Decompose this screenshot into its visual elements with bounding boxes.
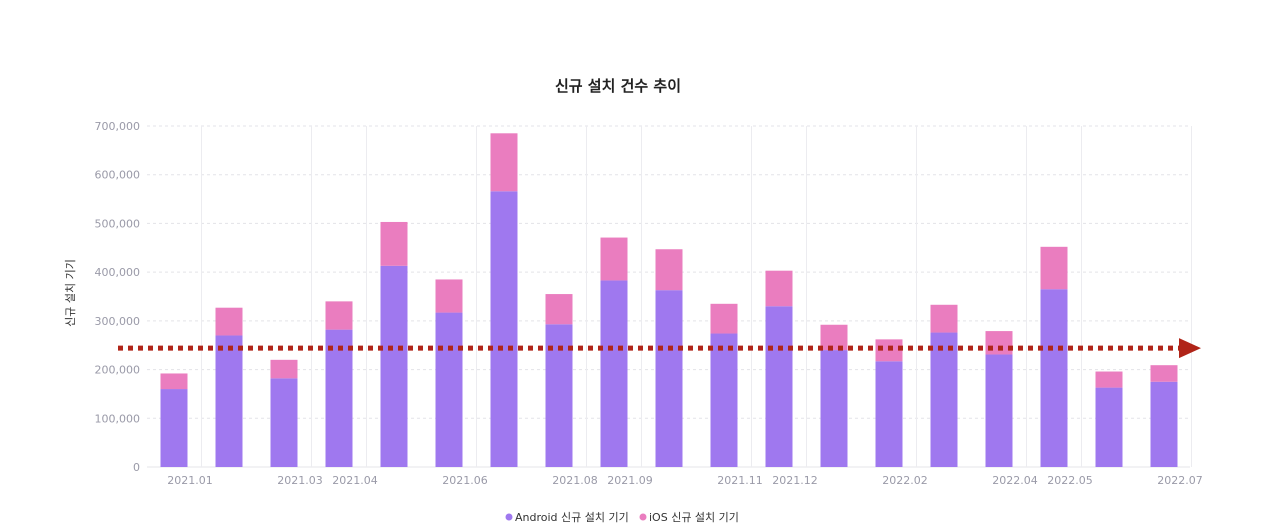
bar-android — [490, 191, 518, 467]
bar-android — [435, 312, 463, 467]
bar-ios — [270, 359, 298, 379]
trend-arrow — [118, 338, 1201, 359]
y-tick-label: 100,000 — [95, 412, 141, 425]
bar-ios — [160, 373, 188, 390]
bar-ios — [1040, 246, 1068, 290]
y-tick-label: 400,000 — [95, 266, 141, 279]
x-tick-label: 2022.04 — [992, 474, 1038, 487]
y-tick-label: 200,000 — [95, 364, 141, 377]
bar-android — [710, 333, 738, 467]
x-tick-label: 2021.09 — [607, 474, 653, 487]
bar-ios — [215, 307, 243, 336]
x-tick-label: 2021.04 — [332, 474, 378, 487]
bar-ios — [545, 294, 573, 325]
chart-title: 신규 설치 건수 추이 — [555, 77, 681, 95]
bar-ios — [435, 279, 463, 313]
bar-ios — [1150, 365, 1178, 382]
trend-arrow-head — [1179, 338, 1201, 359]
bar-android — [765, 306, 793, 467]
bar-android — [325, 329, 353, 467]
bar-android — [820, 350, 848, 467]
bar-ios — [655, 249, 683, 291]
bar-android — [215, 335, 243, 467]
y-tick-label: 700,000 — [95, 120, 141, 133]
bar-android — [875, 361, 903, 467]
bar-android — [1095, 387, 1123, 467]
y-tick-label: 500,000 — [95, 217, 141, 230]
x-tick-label: 2022.02 — [882, 474, 928, 487]
x-axis-ticks: 2021.01 2021.03 2021.04 2021.06 2021.08 2021.… — [167, 474, 1203, 487]
bar-android — [1040, 289, 1068, 467]
bar-ios — [1095, 371, 1123, 388]
x-tick-label: 2022.07 — [1157, 474, 1203, 487]
bar-android — [380, 265, 408, 467]
x-tick-label: 2021.01 — [167, 474, 213, 487]
bar-ios — [490, 133, 518, 192]
bar-ios — [325, 301, 353, 330]
bar-ios — [765, 270, 793, 307]
legend: Android 신규 설치 기기 iOS 신규 설치 기기 — [505, 511, 739, 523]
y-tick-label: 300,000 — [95, 315, 141, 328]
legend-label-android: Android 신규 설치 기기 — [515, 511, 629, 523]
x-tick-label: 2021.06 — [442, 474, 488, 487]
y-tick-label: 600,000 — [95, 169, 141, 182]
legend-label-ios: iOS 신규 설치 기기 — [649, 511, 739, 523]
y-tick-label: 0 — [133, 461, 140, 474]
y-axis-label: 신규 설치 기기 — [64, 259, 77, 327]
bar-ios — [985, 331, 1013, 355]
x-tick-label: 2021.03 — [277, 474, 323, 487]
bar-android — [1150, 381, 1178, 467]
bar-ios — [600, 237, 628, 281]
legend-marker-android — [505, 513, 513, 521]
x-tick-label: 2022.05 — [1047, 474, 1093, 487]
bar-android — [600, 280, 628, 467]
bar-android — [985, 354, 1013, 467]
bar-android — [160, 389, 188, 467]
bar-ios — [380, 221, 408, 266]
bar-ios — [820, 324, 848, 351]
legend-marker-ios — [639, 513, 647, 521]
bar-android — [930, 332, 958, 467]
x-tick-label: 2021.11 — [717, 474, 763, 487]
x-tick-label: 2021.12 — [772, 474, 818, 487]
bar-android — [655, 290, 683, 467]
bars — [160, 133, 1178, 467]
bar-android — [270, 378, 298, 467]
y-axis-ticks: 0 100,000 200,000 300,000 400,000 500,000 600,… — [95, 120, 141, 474]
bar-ios — [930, 304, 958, 333]
x-tick-label: 2021.08 — [552, 474, 598, 487]
bar-ios — [710, 303, 738, 334]
gridlines — [147, 125, 1192, 468]
